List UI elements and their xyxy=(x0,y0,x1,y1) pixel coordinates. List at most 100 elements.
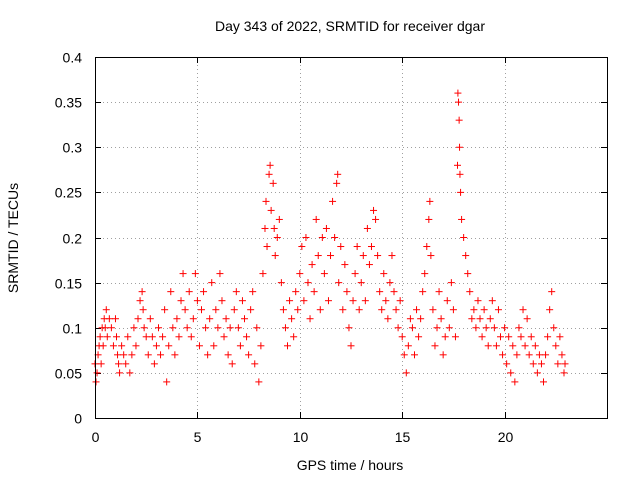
data-point xyxy=(266,161,274,169)
data-point xyxy=(114,351,122,359)
data-point xyxy=(116,369,124,377)
data-point xyxy=(458,215,466,223)
data-point xyxy=(290,333,298,341)
data-point xyxy=(218,297,226,305)
data-point xyxy=(316,306,324,314)
x-tick-label: 0 xyxy=(92,429,100,445)
data-point xyxy=(111,315,119,323)
data-point xyxy=(437,315,445,323)
data-point xyxy=(159,333,167,341)
data-point xyxy=(230,306,238,314)
y-tick-label: 0.2 xyxy=(63,231,83,247)
data-point xyxy=(251,360,259,368)
data-point xyxy=(365,261,373,269)
data-point xyxy=(267,206,275,214)
data-point xyxy=(118,342,126,350)
data-point xyxy=(202,324,210,332)
data-point xyxy=(146,315,154,323)
data-point xyxy=(113,333,121,341)
data-point xyxy=(443,297,451,305)
data-point xyxy=(384,315,392,323)
data-point xyxy=(257,342,265,350)
data-point xyxy=(109,342,117,350)
data-point xyxy=(134,315,142,323)
data-point xyxy=(429,306,437,314)
data-point xyxy=(191,270,199,278)
data-point xyxy=(243,333,251,341)
data-point xyxy=(511,378,519,386)
data-point xyxy=(294,306,302,314)
data-point xyxy=(333,179,341,187)
data-point xyxy=(128,351,136,359)
data-point xyxy=(216,270,224,278)
data-point xyxy=(247,306,255,314)
data-point xyxy=(154,324,162,332)
data-point xyxy=(363,224,371,232)
data-point xyxy=(513,351,521,359)
data-point xyxy=(468,315,476,323)
data-point xyxy=(187,333,195,341)
data-point xyxy=(253,324,261,332)
data-point xyxy=(334,170,342,178)
y-tick-label: 0.35 xyxy=(55,95,82,111)
data-point xyxy=(115,360,123,368)
data-point xyxy=(277,279,285,287)
data-point xyxy=(523,315,531,323)
data-point xyxy=(189,315,197,323)
data-point xyxy=(314,252,322,260)
data-point xyxy=(400,351,408,359)
data-point xyxy=(300,297,308,305)
data-point xyxy=(101,324,109,332)
data-point xyxy=(345,324,353,332)
data-point xyxy=(214,324,222,332)
data-point xyxy=(353,243,361,251)
data-point xyxy=(439,351,447,359)
data-point xyxy=(544,333,552,341)
data-point xyxy=(501,324,509,332)
data-point xyxy=(509,342,517,350)
data-point xyxy=(269,179,277,187)
data-point xyxy=(370,206,378,214)
x-tick-label: 10 xyxy=(293,429,309,445)
x-tick-label: 20 xyxy=(498,429,514,445)
data-point xyxy=(426,197,434,205)
data-point xyxy=(92,378,100,386)
y-tick-label: 0.4 xyxy=(63,50,83,66)
data-point xyxy=(394,324,402,332)
data-point xyxy=(281,324,289,332)
data-point xyxy=(142,333,150,341)
data-point xyxy=(177,297,185,305)
data-point xyxy=(224,351,232,359)
data-point xyxy=(388,252,396,260)
data-point xyxy=(460,234,468,241)
data-point xyxy=(204,351,212,359)
data-point xyxy=(228,360,236,368)
data-point xyxy=(347,342,355,350)
data-point xyxy=(124,333,132,341)
data-point xyxy=(507,369,515,377)
data-point xyxy=(324,297,332,305)
data-point xyxy=(548,288,556,296)
data-point xyxy=(210,342,218,350)
axis-ticks: 0 0.05 0.1 0.15 0.2 0.25 0.3 0.35 0.4 0 5 10 15 20 xyxy=(55,50,607,445)
data-point xyxy=(120,351,128,359)
data-point xyxy=(262,197,270,205)
data-point xyxy=(275,215,283,223)
data-point xyxy=(550,324,558,332)
data-point xyxy=(462,252,470,260)
data-point xyxy=(105,315,113,323)
data-point xyxy=(554,360,562,368)
data-point xyxy=(521,342,529,350)
data-point xyxy=(107,324,115,332)
data-point xyxy=(157,351,165,359)
data-point xyxy=(220,333,228,341)
data-point xyxy=(161,306,169,314)
data-point xyxy=(560,369,568,377)
data-point xyxy=(308,261,316,269)
data-point xyxy=(386,279,394,287)
data-point xyxy=(470,306,478,314)
y-axis-label: SRMTID / TECUs xyxy=(5,183,21,293)
data-point xyxy=(279,306,287,314)
data-point xyxy=(183,324,191,332)
